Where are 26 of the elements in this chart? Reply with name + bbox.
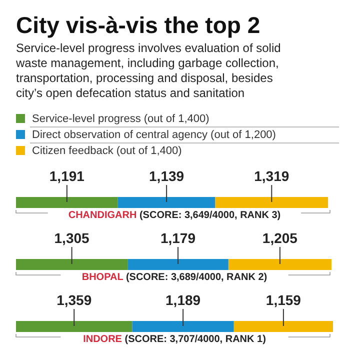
data-label: 1,205 xyxy=(262,230,298,246)
bar xyxy=(16,321,132,332)
chart-subtitle: Service-level progress involves evaluation of solid waste management, including garbage collection, transportation, processing and disposal, besides city’s open defecation status and sanitation xyxy=(15,41,281,100)
bar xyxy=(234,321,333,332)
bar xyxy=(16,259,128,270)
data-label: 1,359 xyxy=(56,292,92,308)
data-label: 1,189 xyxy=(166,292,201,308)
bar xyxy=(118,197,216,208)
chart-title: City vis-à-vis the top 2 xyxy=(16,12,260,38)
bar xyxy=(228,259,332,270)
bar xyxy=(128,259,228,270)
data-label: 1,179 xyxy=(160,230,196,246)
data-label: 1,139 xyxy=(149,168,184,184)
legend-label: Direct observation of central agency (out of 1,200) xyxy=(32,129,276,141)
data-label: 1,159 xyxy=(266,292,302,308)
data-label: 1,305 xyxy=(54,230,90,246)
legend-label: Citizen feedback (out of 1,400) xyxy=(32,145,182,157)
y-tick-label: BHOPAL (SCORE: 3,689/4000, RANK 2) xyxy=(82,272,268,283)
y-tick-label: INDORE (SCORE: 3,707/4000, RANK 1) xyxy=(83,334,266,345)
bar xyxy=(16,197,118,208)
legend-label: Service-level progress (out of 1,400) xyxy=(32,113,210,125)
data-label: 1,191 xyxy=(49,168,85,184)
y-tick-label: CHANDIGARH (SCORE: 3,649/4000, RANK 3) xyxy=(68,210,281,221)
bar xyxy=(132,321,234,332)
bar xyxy=(215,197,328,208)
data-label: 1,319 xyxy=(254,168,290,184)
